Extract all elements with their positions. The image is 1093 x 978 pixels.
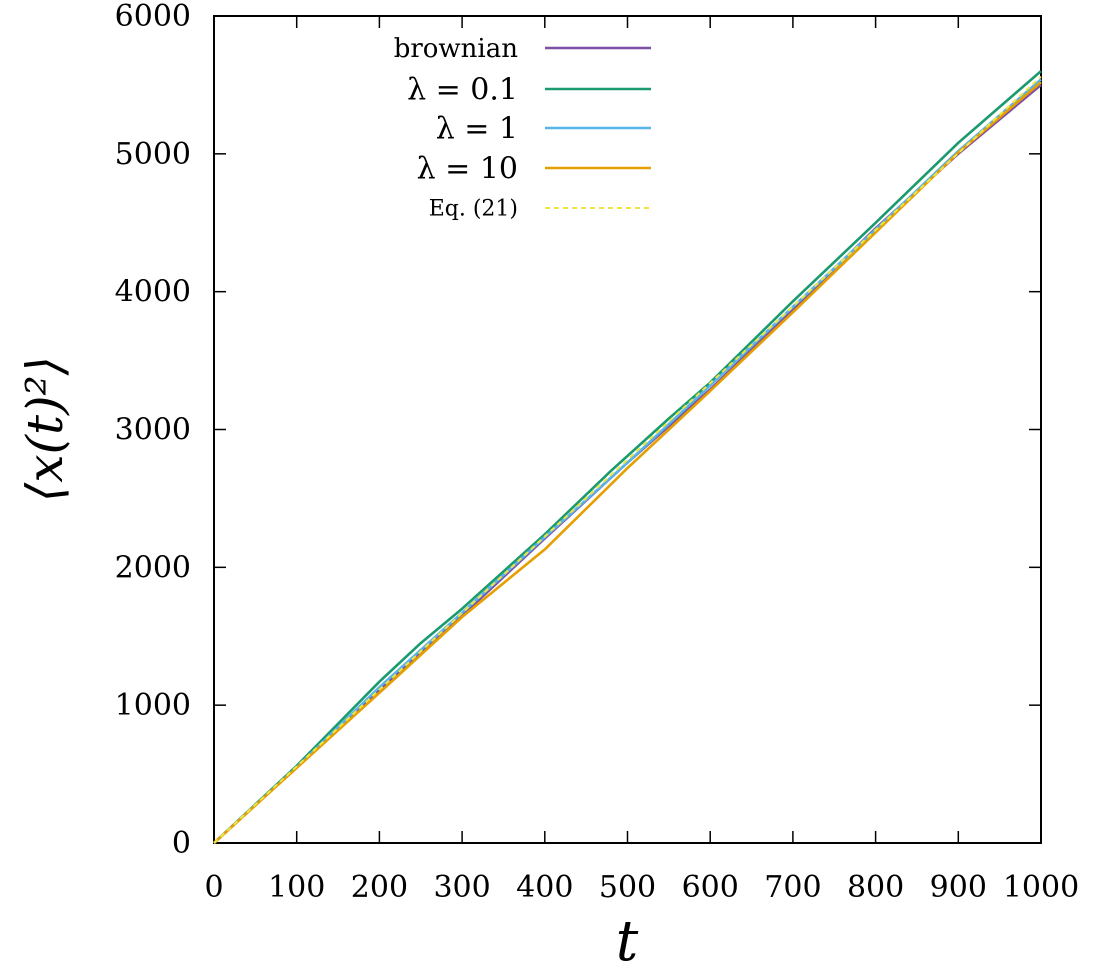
legend-label-2: λ = 1 xyxy=(436,112,518,147)
axis-ticks: 0 100 200 300 400 500 600 700 800 900 1000 0 1000 200… xyxy=(115,0,1080,905)
x-axis-title: t xyxy=(616,909,639,974)
x-tick-label-4: 400 xyxy=(516,870,573,905)
legend: brownian λ = 0.1 λ = 1 λ = 10 Eq. (21) xyxy=(394,34,651,222)
x-tick-label-7: 700 xyxy=(764,870,821,905)
y-tick-label-4: 4000 xyxy=(115,275,191,310)
x-tick-label-10: 1000 xyxy=(1003,870,1079,905)
x-tick-label-3: 300 xyxy=(433,870,490,905)
x-tick-label-9: 900 xyxy=(930,870,987,905)
x-tick-label-5: 500 xyxy=(599,870,656,905)
x-tick-label-0: 0 xyxy=(204,870,223,905)
series-line-4 xyxy=(213,75,1042,844)
x-tick-label-2: 200 xyxy=(351,870,408,905)
series-line-1 xyxy=(213,70,1042,844)
series-line-3 xyxy=(213,81,1042,844)
y-tick-label-5: 5000 xyxy=(115,137,191,172)
y-tick-label-3: 3000 xyxy=(115,413,191,448)
x-tick-label-1: 100 xyxy=(268,870,325,905)
y-tick-label-6: 6000 xyxy=(115,0,191,34)
y-axis-title: ⟨x(t)²⟩ xyxy=(16,356,74,502)
legend-label-4: Eq. (21) xyxy=(429,197,518,222)
x-tick-label-6: 600 xyxy=(682,870,739,905)
x-tick-label-8: 800 xyxy=(847,870,904,905)
y-tick-label-0: 0 xyxy=(172,826,191,861)
y-tick-label-1: 1000 xyxy=(115,688,191,723)
legend-label-1: λ = 0.1 xyxy=(407,73,518,108)
legend-label-3: λ = 10 xyxy=(417,152,518,187)
series-group xyxy=(213,70,1042,844)
y-tick-label-2: 2000 xyxy=(115,550,191,585)
plot-frame xyxy=(213,15,1042,844)
legend-label-0: brownian xyxy=(394,34,519,64)
